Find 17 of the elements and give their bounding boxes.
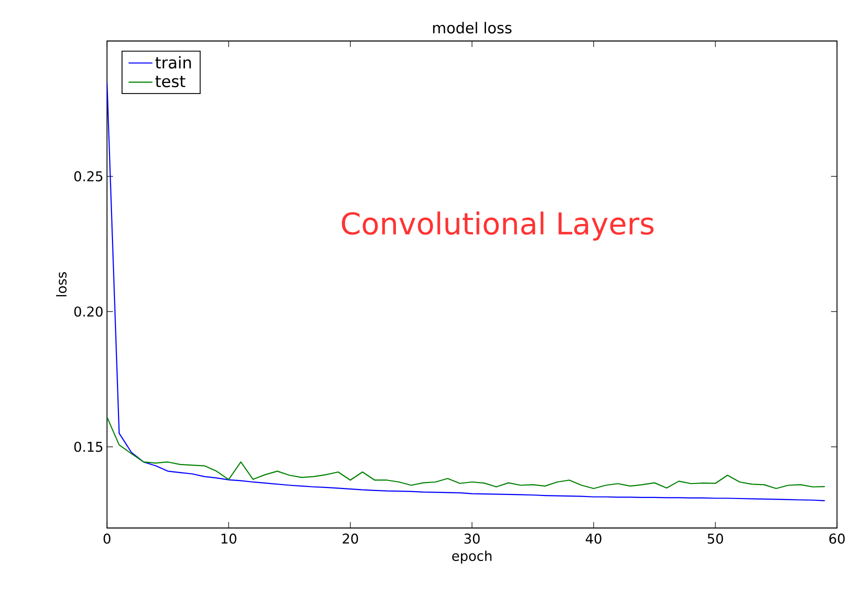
x-tick-label: 30 xyxy=(464,534,480,544)
line-series xyxy=(107,416,826,490)
legend-label: test xyxy=(155,76,186,88)
annotation: Convolutional Layers xyxy=(342,212,654,241)
chart-title: model loss xyxy=(433,22,512,34)
x-tick-label: 50 xyxy=(708,534,724,544)
x-tick-label: 10 xyxy=(222,534,236,544)
y-tick-label: 0.15 xyxy=(74,442,102,452)
x-tick-label: 0 xyxy=(104,534,110,544)
x-tick-label: 20 xyxy=(342,534,358,544)
y-tick-label: 0.25 xyxy=(74,171,102,182)
legend-label: train xyxy=(155,56,191,69)
y-tick-label: 0.20 xyxy=(74,306,103,317)
x-tick-label: 40 xyxy=(586,534,602,544)
y-axis-title: loss xyxy=(56,272,67,296)
x-tick-label: 60 xyxy=(829,534,845,544)
x-axis-title: epoch xyxy=(452,550,492,564)
